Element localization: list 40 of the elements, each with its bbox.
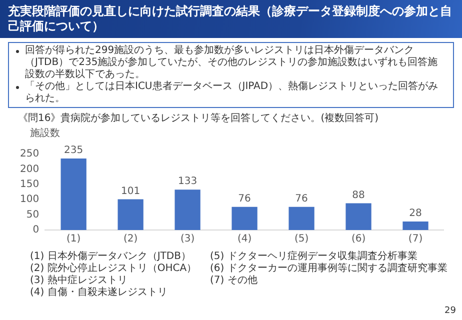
bar xyxy=(174,190,200,230)
text: (1) 日本外傷データバンク（JTDB） xyxy=(30,251,192,262)
x-tick-label: (5) xyxy=(294,234,309,245)
x-tick-label: (3) xyxy=(180,234,195,245)
text: (5) ドクターヘリ症例データ収集調査分析事業 xyxy=(210,251,418,262)
text: 29 xyxy=(444,305,456,317)
text: (7) その他 xyxy=(210,275,258,287)
y-tick-label: 250 xyxy=(20,148,40,160)
y-tick-label: 100 xyxy=(20,194,40,206)
chart-title: 充実段階評価の見直しに向けた試行調査の結果（診療データ登録制度への参加と自己評価について） xyxy=(0,0,462,38)
bar xyxy=(288,206,314,230)
y-tick-label: 150 xyxy=(20,178,40,190)
data-label: 101 xyxy=(121,186,140,197)
text: (4) 自傷・自殺未遂レジストリ xyxy=(30,287,168,299)
data-label: 88 xyxy=(352,190,365,201)
bar xyxy=(232,206,258,230)
data-label: 76 xyxy=(295,193,308,204)
text: 《問16》貴病院が参加しているレジストリ等を回答してください。(複数回答可) xyxy=(18,113,380,125)
y-tick-label: 0 xyxy=(32,224,40,236)
data-label: 76 xyxy=(238,193,251,204)
y-axis-title: 施設数 xyxy=(30,128,61,140)
data-label: 235 xyxy=(64,145,84,156)
text: 回答が得られた299施設のうち、最も参加数が多いレジストリは日本外傷データバンク（JTDB）で235施設が参加していたが、その他のレジストリの参加施設数はいずれも回答施設数の半数以下であった。 xyxy=(25,45,439,80)
bar xyxy=(402,221,428,230)
bar xyxy=(346,203,372,230)
bar xyxy=(118,199,144,230)
y-tick-label: 50 xyxy=(26,209,40,220)
x-tick-label: (2) xyxy=(123,234,138,245)
y-tick-label: 200 xyxy=(20,164,40,175)
bar xyxy=(60,158,86,230)
x-tick-label: (1) xyxy=(66,234,81,245)
data-label: 133 xyxy=(178,176,198,188)
text: (3) 熱中症レジストリ xyxy=(30,275,128,286)
x-tick-label: (6) xyxy=(351,234,366,245)
text: (6) ドクターカーの運用事例等に関する調査研究事業 xyxy=(210,263,448,275)
x-tick-label: (4) xyxy=(237,234,252,245)
text: (2) 院外心停止レジストリ（OHCA） xyxy=(30,263,198,274)
x-tick-label: (7) xyxy=(408,234,423,245)
data-label: 28 xyxy=(409,208,422,220)
text: 「その他」としては日本ICU患者データベース（JIPAD）、熱傷レジストリといった回答がみられた。 xyxy=(25,81,440,105)
